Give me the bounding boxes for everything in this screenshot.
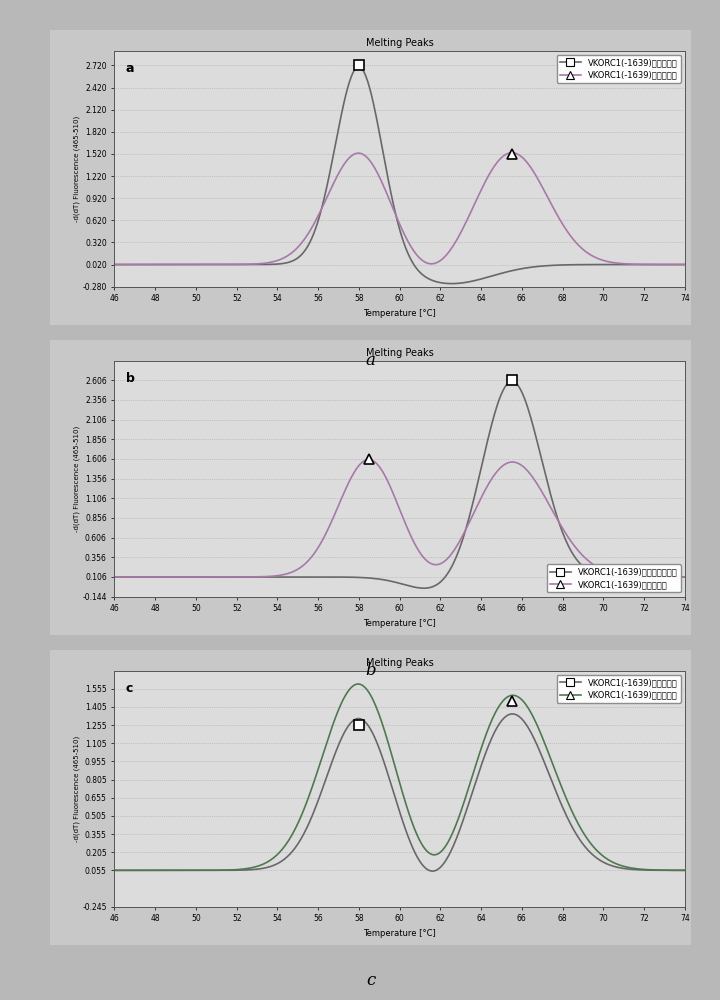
Text: c: c	[126, 682, 133, 695]
Text: a: a	[366, 352, 376, 369]
Y-axis label: -d(dT) Fluorescence (465-510): -d(dT) Fluorescence (465-510)	[73, 116, 80, 222]
Text: b: b	[366, 662, 376, 679]
Title: Melting Peaks: Melting Peaks	[366, 658, 433, 668]
Text: a: a	[126, 62, 135, 75]
X-axis label: Temperature [°C]: Temperature [°C]	[364, 929, 436, 938]
Text: c: c	[366, 972, 375, 989]
Y-axis label: -d(dT) Fluorescence (465-510): -d(dT) Fluorescence (465-510)	[73, 736, 80, 842]
Legend: VKORC1(-1639)杂合型样本, VKORC1(-1639)杂合型对照: VKORC1(-1639)杂合型样本, VKORC1(-1639)杂合型对照	[557, 675, 680, 703]
X-axis label: Temperature [°C]: Temperature [°C]	[364, 619, 436, 628]
Y-axis label: -d(dT) Fluorescence (465-510): -d(dT) Fluorescence (465-510)	[73, 426, 80, 532]
X-axis label: Temperature [°C]: Temperature [°C]	[364, 309, 436, 318]
Title: Melting Peaks: Melting Peaks	[366, 38, 433, 48]
Legend: VKORC1(-1639)突变纯合型样本, VKORC1(-1639)杂合型对照: VKORC1(-1639)突变纯合型样本, VKORC1(-1639)杂合型对照	[546, 564, 680, 592]
Text: b: b	[126, 372, 135, 385]
Legend: VKORC1(-1639)野生型样本, VKORC1(-1639)杂合型对照: VKORC1(-1639)野生型样本, VKORC1(-1639)杂合型对照	[557, 55, 680, 83]
Title: Melting Peaks: Melting Peaks	[366, 348, 433, 358]
